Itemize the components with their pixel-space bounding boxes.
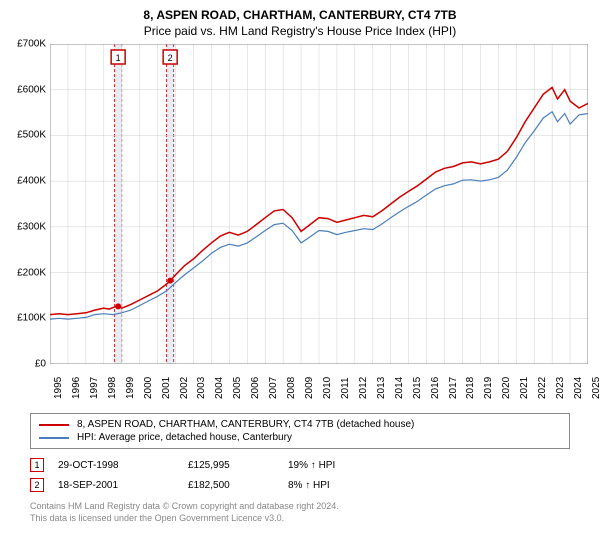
svg-text:1: 1 — [116, 53, 121, 63]
transaction-marker: 2 — [30, 478, 44, 492]
chart-title: 8, ASPEN ROAD, CHARTHAM, CANTERBURY, CT4… — [0, 0, 600, 22]
line-chart-svg: 12 — [50, 44, 588, 364]
x-tick-label: 2025 — [591, 377, 600, 399]
transaction-pct: 8% ↑ HPI — [288, 480, 388, 491]
x-tick-label: 2004 — [214, 377, 225, 399]
x-tick-label: 2003 — [196, 377, 207, 399]
x-tick-label: 2013 — [376, 377, 387, 399]
chart-container: 8, ASPEN ROAD, CHARTHAM, CANTERBURY, CT4… — [0, 0, 600, 560]
chart-plot-area: £0£100K£200K£300K£400K£500K£600K£700K 12… — [50, 44, 588, 409]
x-tick-label: 2006 — [250, 377, 261, 399]
y-tick-label: £300K — [17, 221, 46, 232]
x-tick-label: 2002 — [179, 377, 190, 399]
x-tick-label: 2007 — [268, 377, 279, 399]
legend-swatch — [39, 437, 69, 439]
y-tick-label: £400K — [17, 176, 46, 187]
x-tick-label: 2016 — [430, 377, 441, 399]
x-tick-label: 2011 — [340, 377, 351, 399]
transaction-price: £182,500 — [188, 480, 288, 491]
x-tick-label: 2021 — [519, 377, 530, 399]
x-tick-label: 2000 — [143, 377, 154, 399]
y-tick-label: £500K — [17, 130, 46, 141]
x-tick-label: 2012 — [358, 377, 369, 399]
transaction-price: £125,995 — [188, 460, 288, 471]
x-tick-label: 2015 — [412, 377, 423, 399]
x-tick-label: 1995 — [53, 377, 64, 399]
x-tick-label: 2017 — [448, 377, 459, 399]
y-tick-label: £100K — [17, 313, 46, 324]
x-tick-label: 1997 — [89, 377, 100, 399]
legend-label: HPI: Average price, detached house, Cant… — [77, 432, 292, 443]
chart-subtitle: Price paid vs. HM Land Registry's House … — [0, 22, 600, 44]
x-tick-label: 1999 — [125, 377, 136, 399]
table-row: 2 18-SEP-2001 £182,500 8% ↑ HPI — [30, 475, 570, 495]
x-tick-label: 1998 — [107, 377, 118, 399]
svg-text:2: 2 — [168, 53, 173, 63]
x-tick-label: 2005 — [232, 377, 243, 399]
legend-item: 8, ASPEN ROAD, CHARTHAM, CANTERBURY, CT4… — [39, 418, 561, 431]
transaction-table: 1 29-OCT-1998 £125,995 19% ↑ HPI 2 18-SE… — [30, 455, 570, 495]
x-tick-label: 1996 — [71, 377, 82, 399]
x-tick-label: 2019 — [483, 377, 494, 399]
x-tick-label: 2009 — [304, 377, 315, 399]
legend-label: 8, ASPEN ROAD, CHARTHAM, CANTERBURY, CT4… — [77, 419, 414, 430]
table-row: 1 29-OCT-1998 £125,995 19% ↑ HPI — [30, 455, 570, 475]
x-tick-label: 2014 — [394, 377, 405, 399]
transaction-pct: 19% ↑ HPI — [288, 460, 388, 471]
y-axis-labels: £0£100K£200K£300K£400K£500K£600K£700K — [2, 44, 48, 364]
footer-attribution: Contains HM Land Registry data © Crown c… — [30, 501, 570, 524]
y-tick-label: £200K — [17, 267, 46, 278]
x-tick-label: 2001 — [161, 377, 172, 399]
x-axis-labels: 1995 1996 1997 1998 1999 2000 2001 2002 2003 2004… — [50, 369, 588, 409]
x-tick-label: 2023 — [555, 377, 566, 399]
legend-swatch — [39, 424, 69, 426]
footer-line: Contains HM Land Registry data © Crown c… — [30, 501, 570, 513]
y-tick-label: £0 — [35, 359, 46, 370]
x-tick-label: 2022 — [537, 377, 548, 399]
transaction-date: 18-SEP-2001 — [58, 480, 188, 491]
transaction-marker: 1 — [30, 458, 44, 472]
x-tick-label: 2020 — [501, 377, 512, 399]
legend-item: HPI: Average price, detached house, Cant… — [39, 431, 561, 444]
x-tick-label: 2010 — [322, 377, 333, 399]
x-tick-label: 2018 — [465, 377, 476, 399]
transaction-date: 29-OCT-1998 — [58, 460, 188, 471]
y-tick-label: £600K — [17, 84, 46, 95]
x-tick-label: 2008 — [286, 377, 297, 399]
legend: 8, ASPEN ROAD, CHARTHAM, CANTERBURY, CT4… — [30, 413, 570, 449]
x-tick-label: 2024 — [573, 377, 584, 399]
y-tick-label: £700K — [17, 39, 46, 50]
footer-line: This data is licensed under the Open Gov… — [30, 513, 570, 525]
